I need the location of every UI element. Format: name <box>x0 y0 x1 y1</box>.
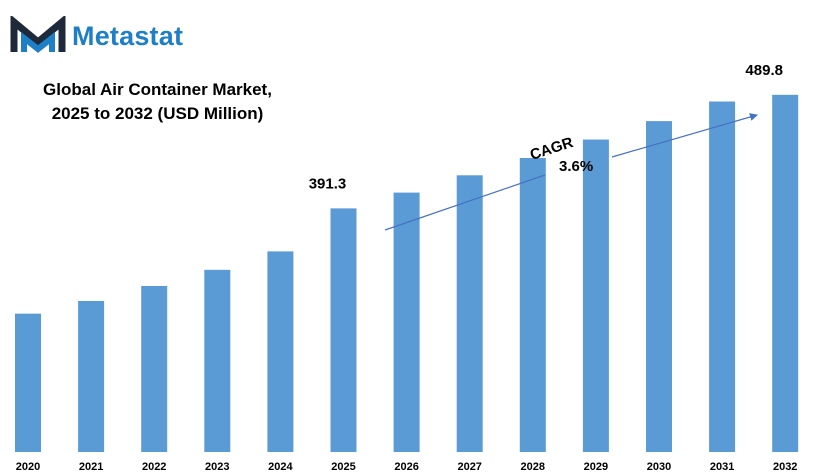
x-tick-label-2027: 2027 <box>457 461 481 473</box>
x-axis-tick-labels: 2020 2021 2022 2023 2024 2025 2026 2027 2028 2029… <box>16 461 798 473</box>
bar-2028 <box>519 158 546 452</box>
x-tick-label-2032: 2032 <box>773 461 797 473</box>
x-tick-label-2020: 2020 <box>16 461 40 473</box>
data-label-2025: 391.3 <box>309 175 347 192</box>
x-tick-label-2025: 2025 <box>331 461 355 473</box>
x-tick-label-2026: 2026 <box>394 461 418 473</box>
bar-2022 <box>141 285 168 452</box>
cagr-annotation: CAGR 3.6% <box>384 113 758 231</box>
metastat-m-logo-icon <box>10 16 66 53</box>
brand-logo: Metastat <box>10 14 183 58</box>
x-tick-label-2024: 2024 <box>268 461 293 473</box>
cagr-value: 3.6% <box>559 158 593 175</box>
brand-name: Metastat <box>72 20 184 51</box>
bar-2032 <box>772 94 799 453</box>
data-labels: 391.3 489.8 <box>309 62 783 193</box>
bar-2031 <box>709 101 736 452</box>
bar-2025 <box>330 208 357 452</box>
x-tick-label-2028: 2028 <box>521 461 545 473</box>
x-tick-label-2023: 2023 <box>205 461 229 473</box>
bar-2029 <box>582 139 609 452</box>
bar-2027 <box>456 175 483 452</box>
bar-2023 <box>204 269 231 452</box>
bar-2026 <box>393 192 420 452</box>
cagr-arrow-line-2 <box>611 113 758 158</box>
x-tick-label-2021: 2021 <box>79 461 103 473</box>
bar-2021 <box>78 300 105 452</box>
x-tick-label-2029: 2029 <box>584 461 608 473</box>
bar-2020 <box>15 313 41 452</box>
bar-2030 <box>646 121 672 452</box>
bar-series <box>15 94 799 453</box>
x-tick-label-2030: 2030 <box>647 461 671 473</box>
cagr-arrow-line-1 <box>384 174 546 231</box>
x-tick-label-2022: 2022 <box>142 461 166 473</box>
chart-title-line-2: 2025 to 2032 (USD Million) <box>51 104 264 123</box>
bar-2024 <box>267 251 294 452</box>
chart-title-line-1: Global Air Container Market, <box>43 80 272 99</box>
chart-title: Global Air Container Market, 2025 to 203… <box>20 78 295 126</box>
x-tick-label-2031: 2031 <box>710 461 734 473</box>
data-label-2032: 489.8 <box>745 62 783 79</box>
